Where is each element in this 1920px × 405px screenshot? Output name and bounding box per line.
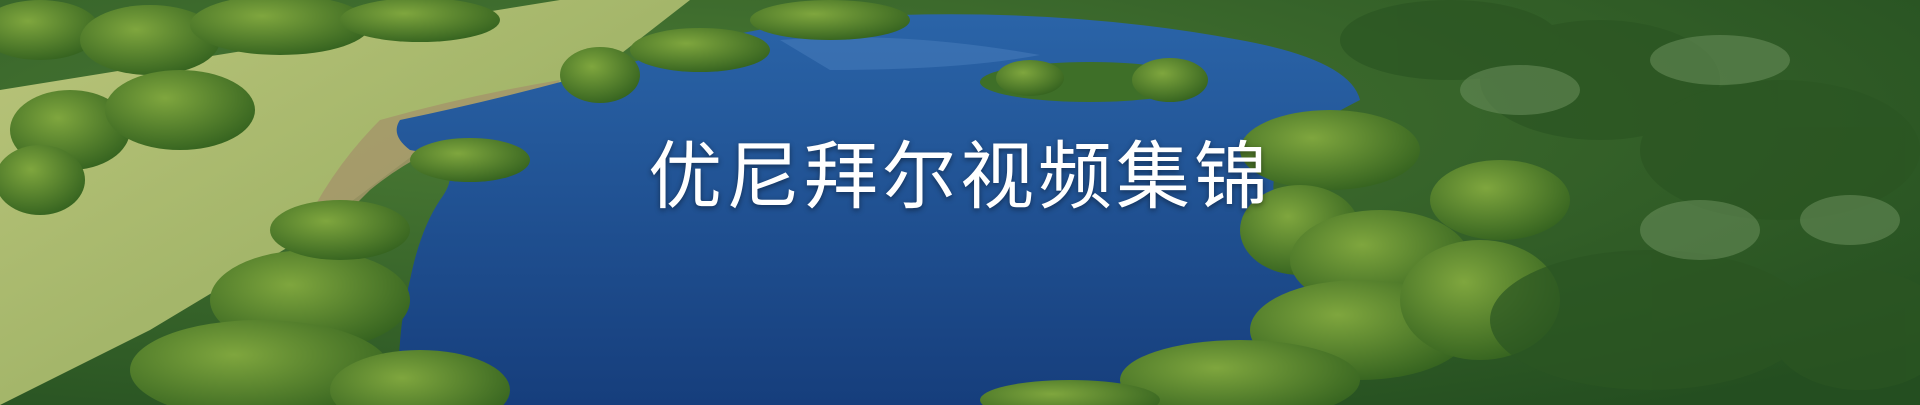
banner-title: 优尼拜尔视频集锦 [648,134,1272,220]
